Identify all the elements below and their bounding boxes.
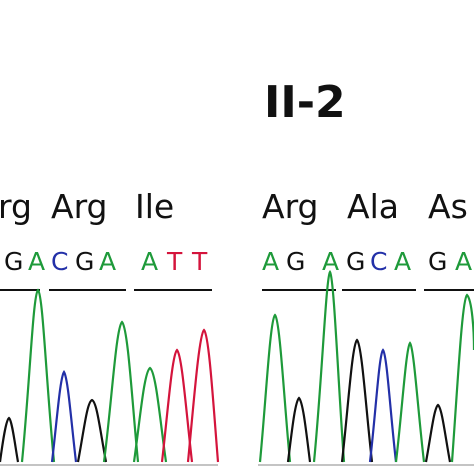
trace-peak-a [394,341,426,463]
trace-peak-c [50,370,78,463]
trace-peak-g [286,396,312,463]
left-base-call: T [166,247,183,276]
right-amino-acid-2: Ala [347,187,399,226]
trace-peak-a [20,288,56,463]
right-panel: Arg Ala As A G A G C A G A [258,187,474,466]
trace-peak-a [312,269,346,463]
left-base-call: A [99,247,116,276]
trace-peak-c [368,348,398,463]
trace-peak-g [340,338,374,463]
left-amino-acid-3: Ile [135,187,174,226]
left-base-call: A [141,247,158,276]
right-base-call: A [455,247,472,276]
right-base-call: A [322,247,339,276]
trace-peak-t [186,328,220,463]
trace-peak-a [102,320,140,463]
left-amino-acid-2: Arg [51,187,108,226]
right-base-call: C [370,247,387,276]
left-base-call: T [191,247,208,276]
right-base-call: G [428,247,447,276]
trace-peak-a [132,366,168,463]
trace-peak-g [76,398,108,463]
right-amino-acid-1: Arg [262,187,319,226]
right-base-call: A [262,247,279,276]
trace-peak-g [0,416,20,463]
trace-peak-a [258,313,292,463]
panel-label: II-2 [264,77,346,128]
right-base-call: G [286,247,305,276]
left-base-call: C [51,247,68,276]
right-base-call: A [394,247,411,276]
trace-peak-a [450,293,474,463]
left-base-call: A [28,247,45,276]
right-base-call: G [346,247,365,276]
trace-peak-g [424,403,452,463]
left-base-call: G [4,247,23,276]
left-base-call: G [75,247,94,276]
left-panel: rg Arg Ile G A C G A A T T [0,187,220,466]
right-amino-acid-3: As [428,187,468,226]
left-amino-acid-1: rg [0,187,32,226]
trace-peak-t [160,348,194,463]
